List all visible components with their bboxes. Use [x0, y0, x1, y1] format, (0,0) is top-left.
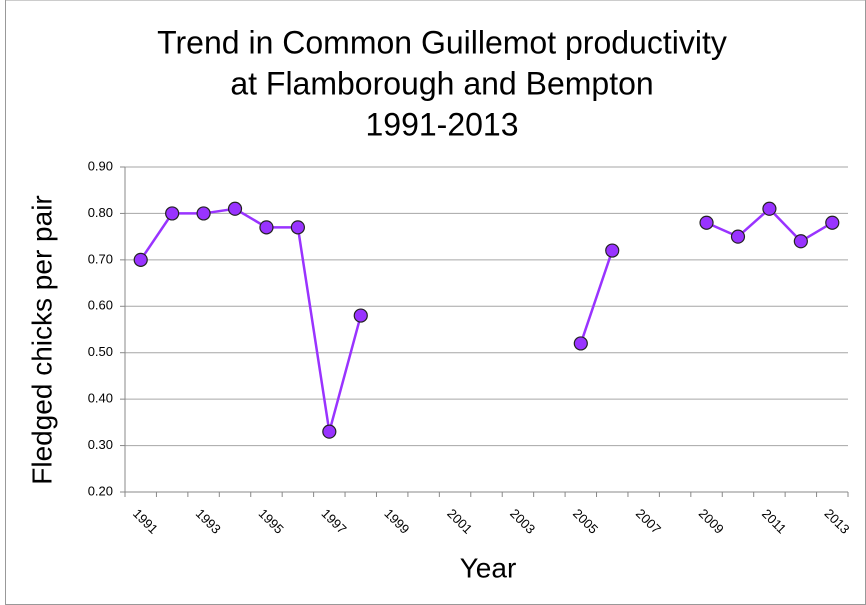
y-tick-label: 0.80	[88, 205, 113, 220]
x-tick-label: 2001	[444, 506, 475, 537]
x-axis-label: Year	[460, 552, 517, 583]
point	[762, 201, 777, 216]
x-tick-label: 1993	[193, 506, 224, 537]
line	[139, 207, 833, 432]
chart-title: at Flamborough and Bempton	[230, 65, 653, 101]
x-tick-label: 2009	[696, 506, 727, 537]
point	[259, 220, 274, 235]
chart-title: 1991-2013	[365, 106, 518, 142]
point	[793, 234, 808, 249]
point	[573, 336, 588, 351]
x-tick-label: 1991	[130, 506, 161, 537]
point	[165, 206, 180, 221]
y-tick-label: 0.40	[88, 391, 113, 406]
y-tick-label: 0.20	[88, 483, 113, 498]
x-tick-label: 2003	[507, 506, 538, 537]
point	[699, 215, 714, 230]
y-tick-label: 0.70	[88, 251, 113, 266]
x-tick-label: 2013	[822, 506, 853, 537]
point	[227, 201, 243, 216]
point	[196, 206, 211, 221]
x-tick-label: 1997	[319, 506, 350, 537]
y-tick-label: 0.90	[88, 158, 113, 173]
point	[353, 308, 368, 323]
x-tick-label: 1999	[381, 506, 412, 537]
point	[290, 220, 305, 235]
x-tick-label: 2007	[633, 506, 664, 537]
x-tick-label: 1995	[256, 506, 287, 537]
point	[825, 215, 840, 230]
point	[322, 424, 337, 439]
y-axis-label: Fledged chicks per pair	[26, 195, 57, 484]
x-tick-label: 2011	[759, 506, 789, 536]
x-tick-label: 2005	[570, 506, 601, 537]
chart-title: Trend in Common Guillemot productivity	[157, 24, 727, 60]
point	[133, 252, 148, 267]
y-tick-label: 0.30	[88, 437, 113, 452]
y-tick-label: 0.60	[88, 298, 113, 313]
y-tick-label: 0.50	[88, 344, 113, 359]
point	[605, 243, 620, 258]
point	[730, 229, 746, 244]
